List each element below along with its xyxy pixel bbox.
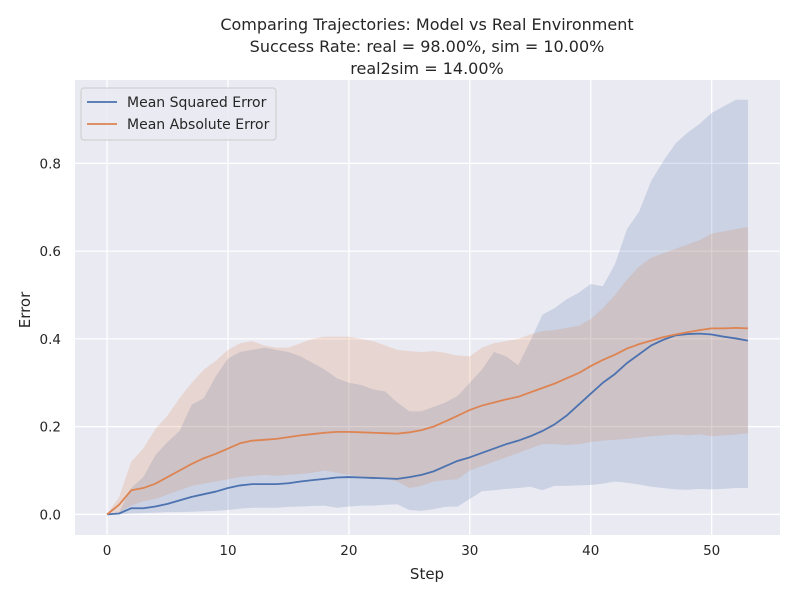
legend-box [80,87,277,141]
legend-label: Mean Squared Error [127,95,267,111]
legend: Mean Squared Error Mean Absolute Error [80,87,277,141]
x-tick-label: 10 [219,543,236,559]
chart-title: Comparing Trajectories: Model vs Real En… [220,15,633,78]
confidence-bands [107,99,748,515]
x-axis-ticks: 0 10 20 30 40 50 [103,543,721,559]
legend-label: Mean Absolute Error [127,117,270,133]
series-band-1 [107,226,748,515]
grid-lines [75,80,780,535]
y-tick-label: 0.8 [40,156,61,172]
chart-title-line-2: Success Rate: real = 98.00%, sim = 10.00… [250,37,605,56]
series-line-0 [106,332,749,516]
x-tick-label: 50 [703,543,720,559]
series-band-0 [107,99,748,515]
y-tick-label: 0.4 [40,332,61,348]
y-axis-label: Error [16,291,34,328]
x-tick-label: 20 [340,543,357,559]
chart-title-line-1: Comparing Trajectories: Model vs Real En… [220,15,633,34]
plot-area [75,80,780,535]
y-tick-label: 0.6 [40,244,61,260]
x-axis-label: Step [410,565,444,583]
y-axis-ticks: 0.0 0.2 0.4 0.6 0.8 [40,156,61,523]
x-tick-label: 30 [461,543,478,559]
series-line-1 [106,326,748,516]
y-tick-label: 0.2 [40,420,61,436]
x-tick-label: 40 [582,543,599,559]
x-tick-label: 0 [103,543,112,559]
series-lines [106,326,749,516]
y-tick-label: 0.0 [40,507,61,523]
chart-title-line-3: real2sim = 14.00% [350,59,503,78]
